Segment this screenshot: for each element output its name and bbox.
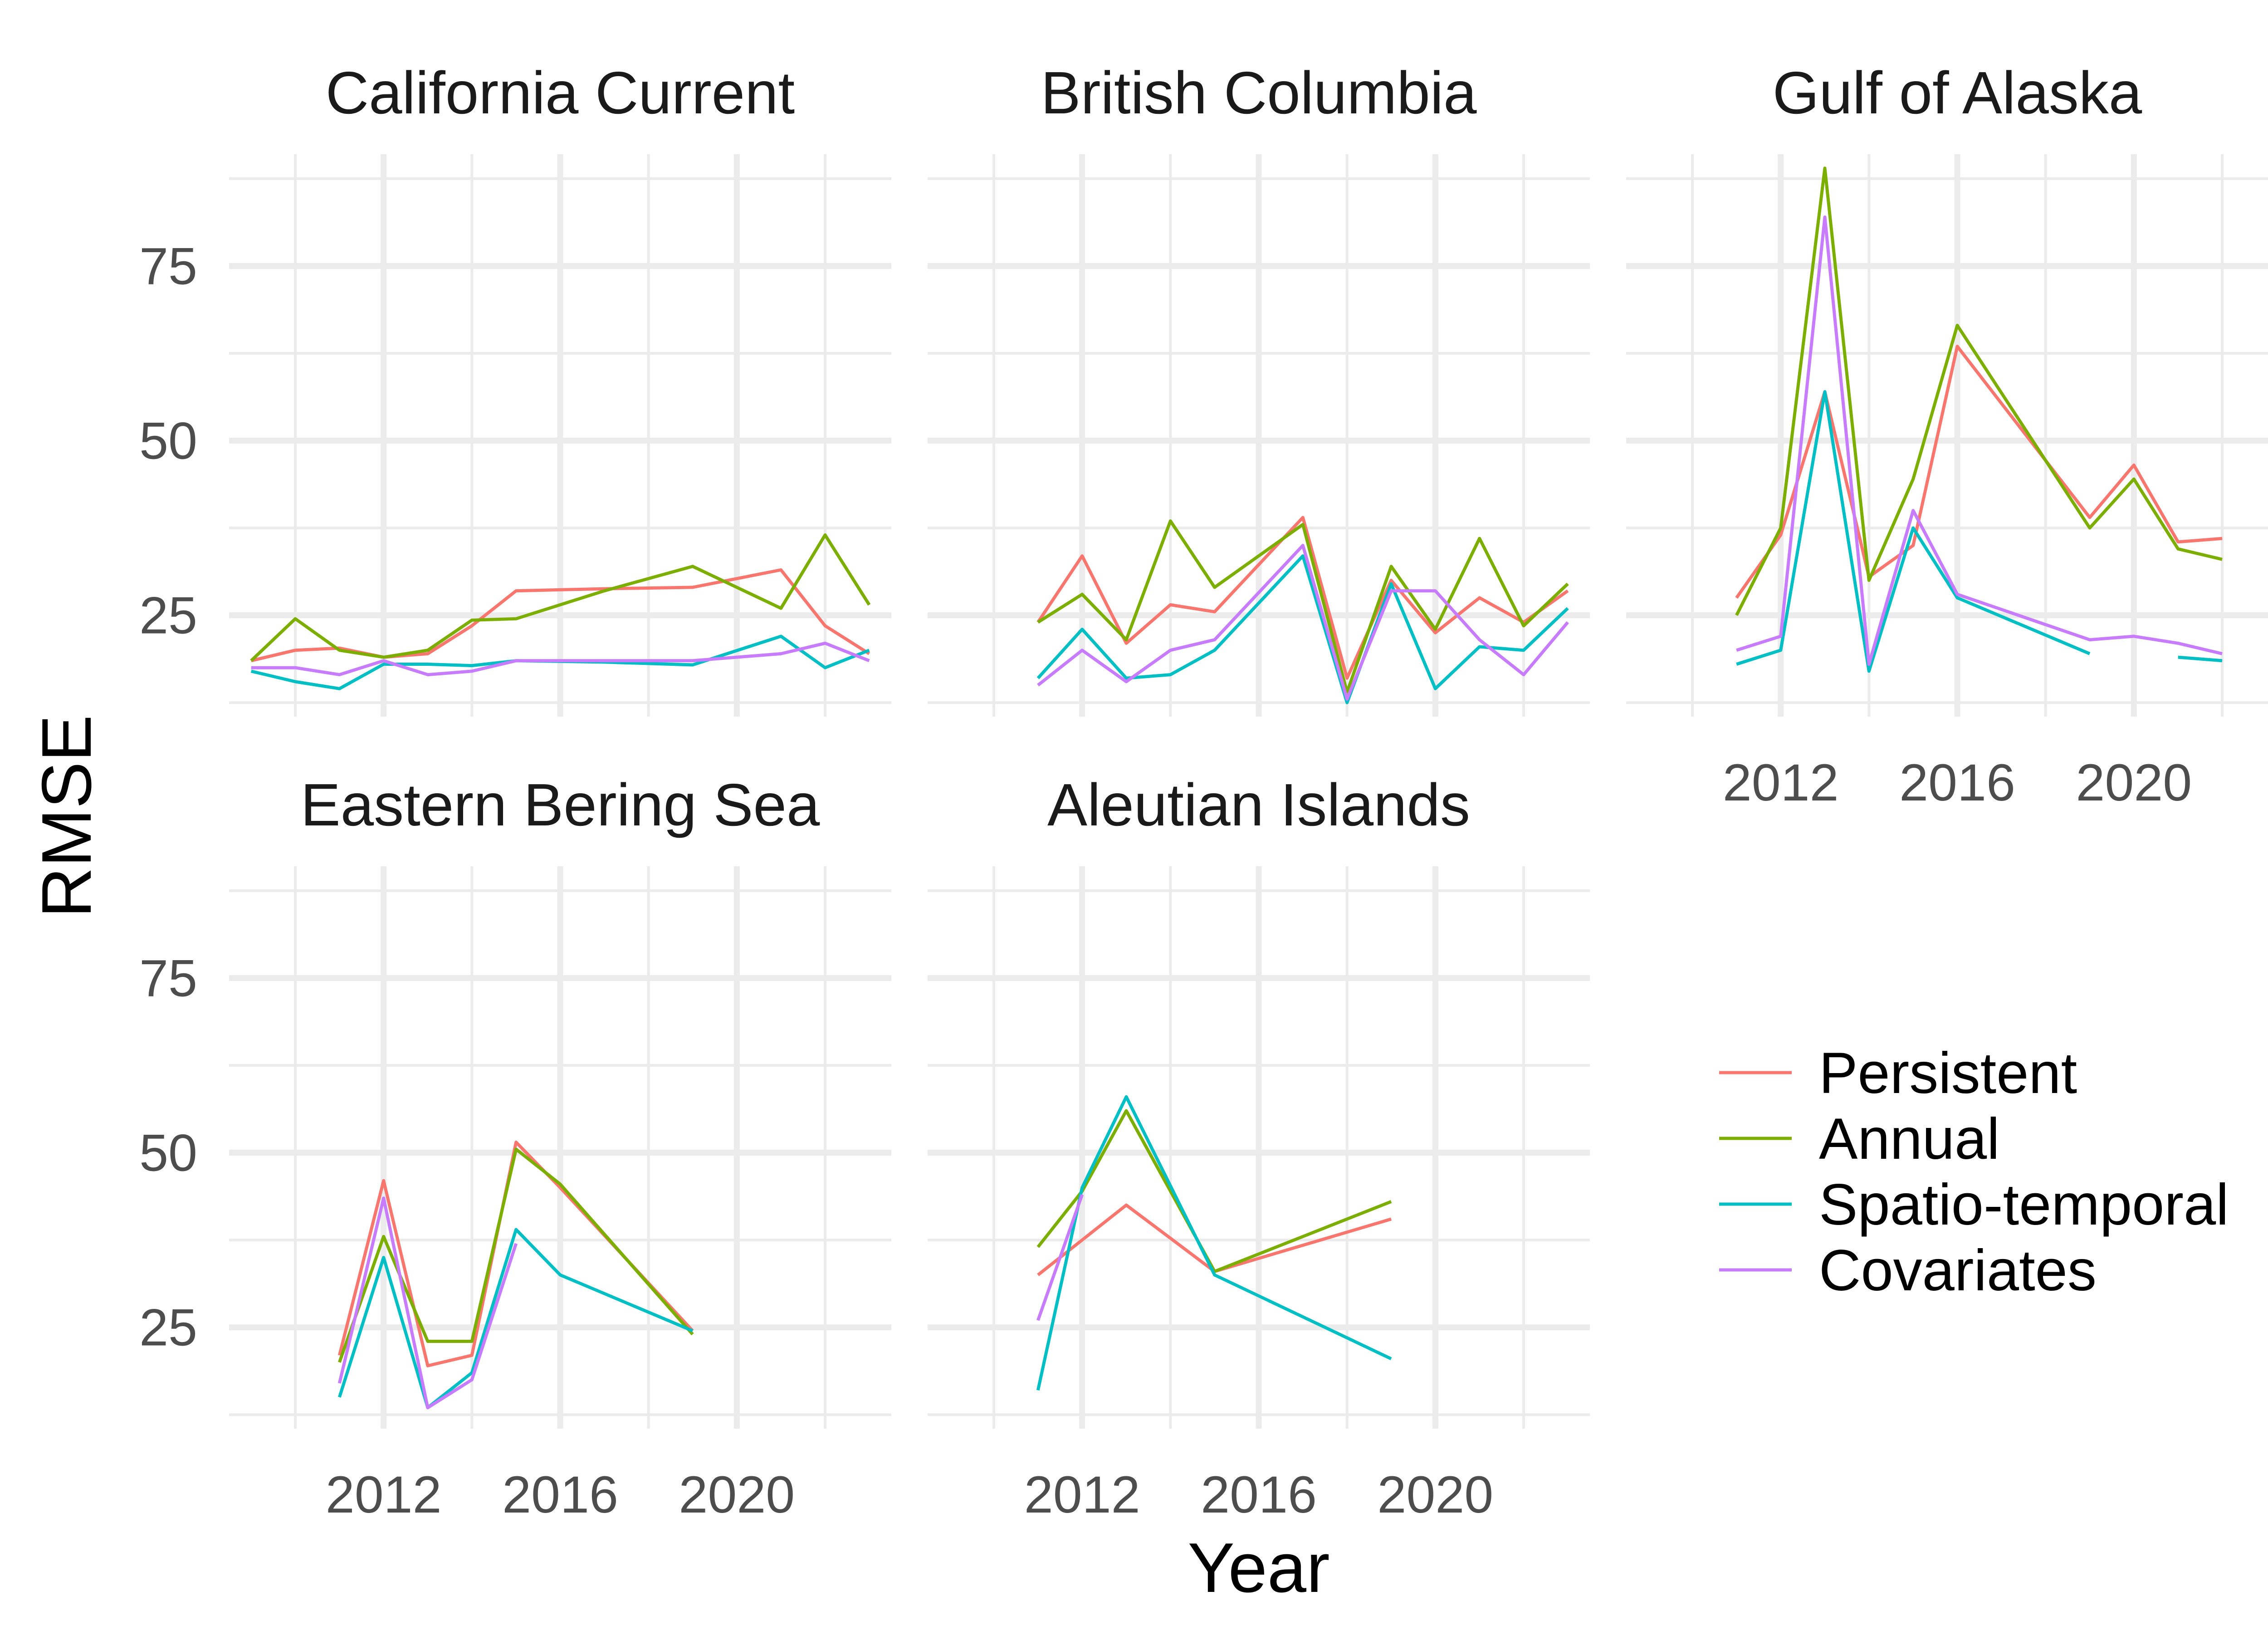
- series-line-annual: [337, 1147, 694, 1363]
- x-tick-label: 2012: [1024, 1466, 1140, 1524]
- x-tick-label: 2020: [1377, 1466, 1493, 1524]
- legend-label-annual: Annual: [1819, 1107, 2000, 1171]
- series-line-annual: [250, 533, 871, 662]
- y-tick-label: 25: [139, 1299, 197, 1357]
- series-line-covariates: [1036, 1194, 1084, 1321]
- series-line-persistent: [250, 568, 870, 663]
- series-line-annual: [1037, 519, 1569, 694]
- panel-title: Gulf of Alaska: [1773, 59, 2142, 126]
- series-line-persistent: [337, 1140, 694, 1367]
- x-tick-label: 2016: [1899, 754, 2015, 812]
- panel-eastern-bering-sea: Eastern Bering Sea 25 50 75 2012 2016 2020: [139, 771, 891, 1524]
- x-tick-label: 2016: [502, 1466, 618, 1524]
- series-line-covariates: [1736, 215, 2223, 666]
- series-line-annual: [1036, 1109, 1392, 1273]
- y-axis-title: RMSE: [27, 715, 106, 918]
- series-line-spatio-temporal: [1736, 390, 2091, 673]
- panel-title: California Current: [326, 59, 795, 126]
- series-line-spatio-temporal: [337, 1228, 694, 1410]
- x-tick-label: 2016: [1201, 1466, 1317, 1524]
- series-line-covariates: [251, 641, 870, 677]
- panel-title: Eastern Bering Sea: [301, 771, 820, 838]
- y-tick-label: 25: [139, 587, 197, 645]
- x-tick-label: 2020: [2076, 754, 2192, 812]
- legend-label-persistent: Persistent: [1819, 1041, 2077, 1106]
- panel-title: Aleutian Islands: [1047, 771, 1470, 838]
- series-line-covariates: [337, 1196, 518, 1410]
- x-tick-label: 2012: [1723, 754, 1839, 812]
- y-tick-label: 75: [139, 949, 197, 1007]
- panel-gulf-of-alaska: Gulf of Alaska 2012 2016 2020: [1626, 59, 2268, 812]
- panel-title: British Columbia: [1041, 59, 1477, 126]
- x-axis-title: Year: [1188, 1528, 1330, 1607]
- legend-label-covariates: Covariates: [1819, 1238, 2097, 1303]
- y-tick-label: 50: [139, 1124, 197, 1182]
- series-line-annual: [1735, 166, 2223, 616]
- panel-british-columbia: British Columbia: [928, 59, 1590, 717]
- series-line-spatio-temporal: [250, 634, 870, 690]
- series-line-persistent: [1735, 345, 2223, 599]
- panel-aleutian-islands: Aleutian Islands 2012 2016 2020: [928, 771, 1590, 1524]
- y-tick-label: 50: [139, 412, 197, 470]
- series-line-covariates: [1037, 544, 1569, 701]
- series-line-persistent: [1037, 1203, 1392, 1276]
- series-line-spatio-temporal: [1036, 1095, 1392, 1391]
- series-line-spatio-temporal: [2178, 655, 2223, 663]
- legend-label-spatio-temporal: Spatio-temporal: [1819, 1172, 2229, 1237]
- legend: PersistentAnnualSpatio-temporalCovariate…: [1719, 1041, 2229, 1303]
- series-line-persistent: [1036, 516, 1569, 680]
- x-tick-label: 2020: [679, 1466, 795, 1524]
- y-tick-label: 75: [139, 237, 197, 295]
- x-tick-label: 2012: [326, 1466, 442, 1524]
- panel-california-current: California Current 25 50 75: [139, 59, 891, 717]
